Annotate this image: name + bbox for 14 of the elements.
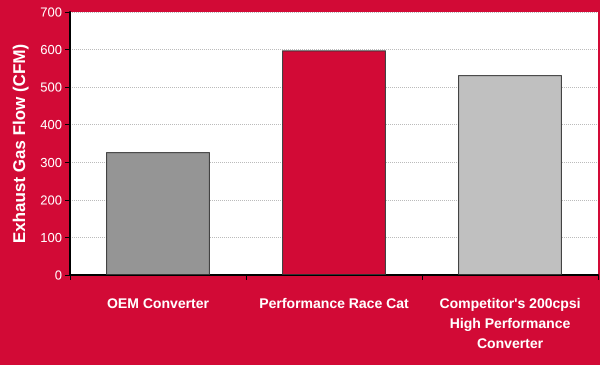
y-tick-label: 0 [54, 268, 62, 282]
y-tick-label: 600 [40, 42, 62, 58]
bar [106, 152, 210, 275]
y-tick-label: 300 [40, 154, 62, 170]
y-tick-label: 200 [40, 192, 62, 208]
x-tick-label: Competitor's 200cpsi High Performance Converter [439, 295, 581, 351]
bar [282, 50, 386, 275]
y-tick-label: 100 [40, 230, 62, 245]
x-tick-label: OEM Converter [107, 295, 210, 311]
y-axis-title: Exhaust Gas Flow (CFM) [10, 44, 29, 244]
y-tick-label: 500 [40, 80, 62, 95]
x-tick-label: Performance Race Cat [259, 295, 410, 311]
y-tick-label: 700 [40, 4, 62, 20]
y-tick-label: 400 [40, 117, 62, 132]
